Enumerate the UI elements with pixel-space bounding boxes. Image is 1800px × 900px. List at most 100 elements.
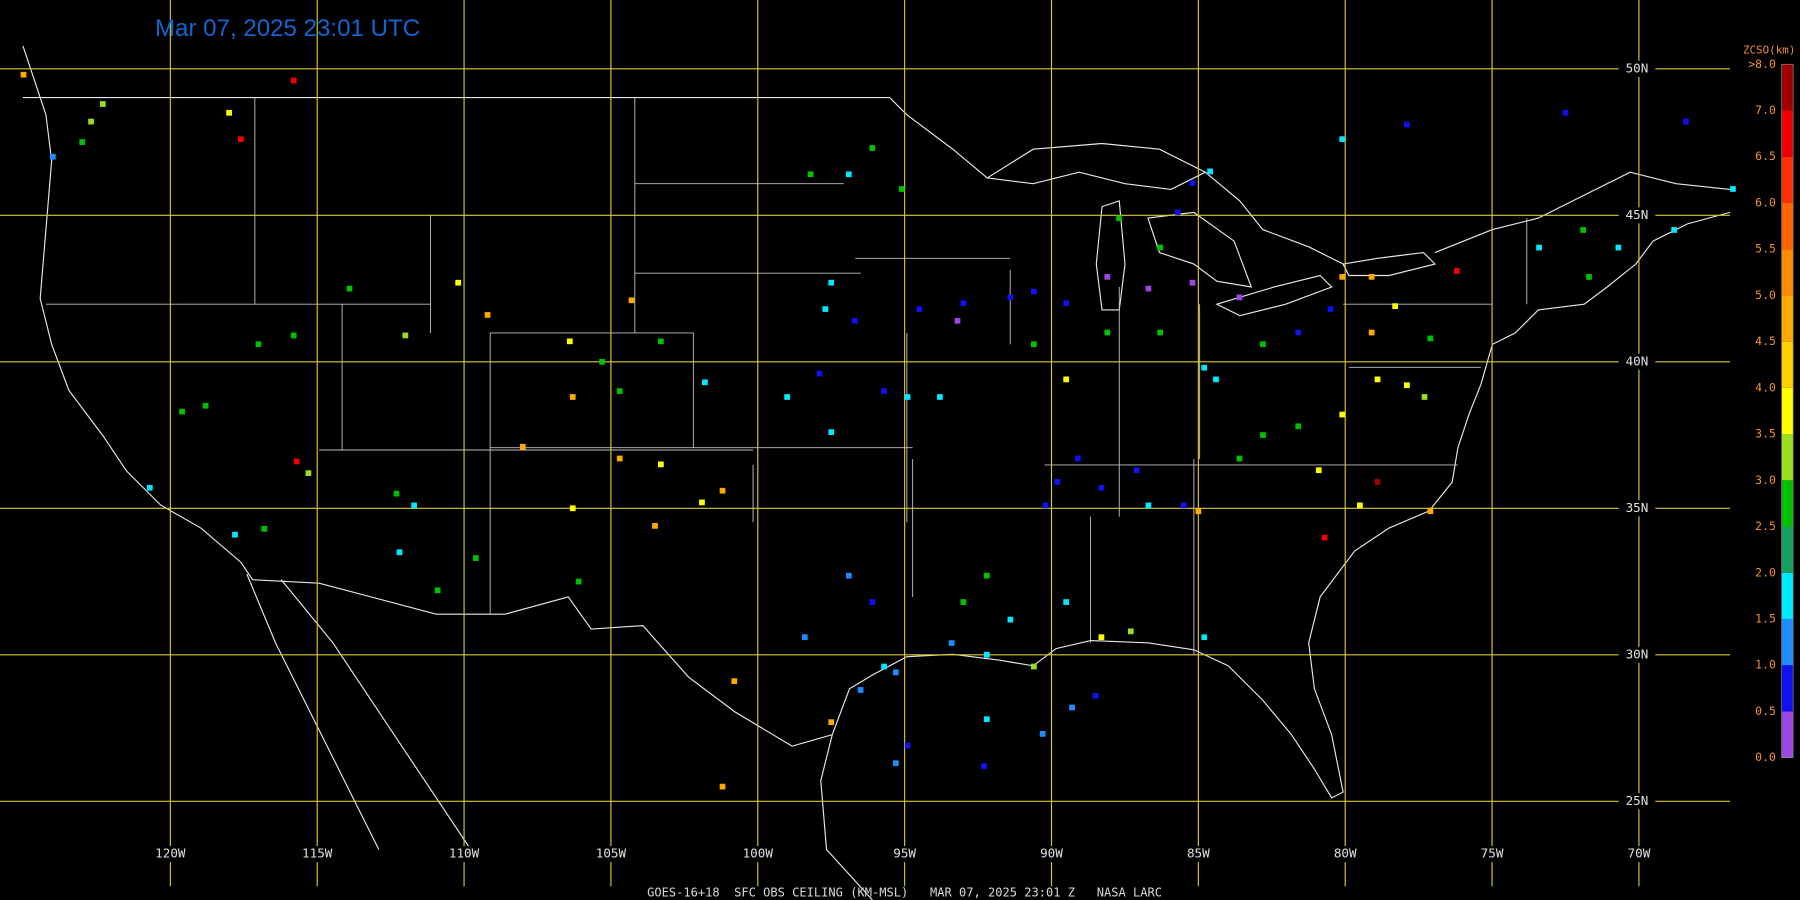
lon-label: 120W <box>155 846 186 861</box>
colorbar-segment <box>1781 572 1794 619</box>
station-obs <box>1039 731 1046 737</box>
station-obs <box>88 118 94 125</box>
station-obs <box>202 402 209 409</box>
graticule <box>0 0 1730 887</box>
station-obs <box>948 640 955 646</box>
station-obs <box>984 572 990 579</box>
station-obs <box>1063 376 1070 383</box>
station-obs <box>719 487 726 494</box>
station-obs <box>881 388 887 394</box>
station-obs <box>1427 508 1434 515</box>
label-bg <box>1618 846 1660 863</box>
station-obs <box>146 484 153 491</box>
station-obs <box>1031 341 1037 348</box>
lat-label: 35N <box>1626 500 1649 515</box>
station-obs <box>1357 502 1363 509</box>
label-bg <box>1618 500 1656 517</box>
station-obs <box>455 279 462 286</box>
station-obs <box>1189 279 1196 286</box>
station-obs <box>1063 300 1070 307</box>
label-bg <box>1030 846 1073 863</box>
station-obs <box>1031 663 1037 670</box>
station-obs <box>937 394 943 400</box>
station-obs <box>393 490 400 497</box>
lon-label: 110W <box>449 846 480 861</box>
station-obs <box>1374 376 1381 383</box>
us-coastline <box>22 45 1731 799</box>
station-obs <box>1730 186 1736 192</box>
lon-label: 95W <box>893 846 916 861</box>
station-obs <box>1145 502 1152 509</box>
colorbar-segment <box>1781 526 1794 573</box>
label-bg <box>1618 207 1656 224</box>
station-obs <box>1427 335 1434 342</box>
station-obs <box>402 332 409 339</box>
lake-superior <box>985 142 1207 191</box>
lon-label: 105W <box>596 846 627 861</box>
lon-label: 75W <box>1481 846 1504 861</box>
station-obs <box>1201 364 1208 371</box>
station-obs <box>1392 303 1399 310</box>
station-obs <box>1174 209 1181 216</box>
station-obs <box>699 499 705 506</box>
station-obs <box>1145 285 1152 292</box>
station-obs <box>1098 634 1105 641</box>
station-obs <box>1260 341 1266 348</box>
lon-label: 115W <box>302 846 333 861</box>
station-obs <box>1295 423 1302 430</box>
station-obs <box>892 669 899 676</box>
colorbar-label: 0.0 <box>1755 750 1776 764</box>
station-obs <box>1069 704 1075 711</box>
station-obs <box>784 394 791 400</box>
station-obs <box>519 443 526 450</box>
lake-huron <box>1147 211 1253 288</box>
colorbar-segment <box>1781 480 1794 527</box>
station-obs <box>290 77 297 84</box>
colorbar-segment <box>1781 387 1794 435</box>
colorbar-segment <box>1781 618 1794 666</box>
station-obs <box>1157 329 1164 336</box>
station-obs <box>954 317 961 324</box>
station-obs <box>434 587 441 594</box>
label-bg <box>1618 353 1656 370</box>
station-obs <box>79 139 86 145</box>
station-obs <box>1207 168 1213 175</box>
lake-erie <box>1215 274 1333 317</box>
station-obs <box>1339 273 1346 280</box>
station-obs <box>1236 294 1243 301</box>
station-obs <box>984 651 990 658</box>
station-obs <box>1007 616 1014 623</box>
footer: GOES-16+18 SFC OBS CEILING (KM-MSL) MAR … <box>647 886 1162 900</box>
colorbar-label: 2.5 <box>1755 519 1776 533</box>
station-obs <box>1368 273 1375 280</box>
station-obs <box>1104 273 1111 280</box>
label-bg <box>443 846 485 863</box>
station-obs <box>575 578 582 585</box>
station-obs <box>904 394 911 400</box>
station-obs <box>1104 329 1111 336</box>
station-obs <box>851 317 858 324</box>
station-obs <box>1339 411 1346 418</box>
station-obs <box>1116 215 1122 222</box>
colorbar-label: 0.5 <box>1755 704 1776 718</box>
colorbar-label: 4.5 <box>1755 334 1776 348</box>
colorbar-label: 6.5 <box>1755 149 1776 163</box>
station-obs <box>719 783 726 790</box>
station-obs <box>305 470 312 477</box>
lon-label: 85W <box>1187 846 1210 861</box>
station-obs <box>1157 244 1164 251</box>
station-obs <box>869 145 876 151</box>
colorbar-segment <box>1781 202 1794 250</box>
station-obs <box>652 523 658 529</box>
station-obs <box>1404 382 1410 389</box>
station-obs <box>1007 294 1014 301</box>
station-obs <box>807 171 814 178</box>
station-obs <box>702 379 708 386</box>
station-obs <box>1054 479 1061 485</box>
station-obs <box>1195 508 1202 515</box>
station-obs <box>472 555 479 561</box>
colorbar-segment <box>1781 711 1794 758</box>
station-obs <box>731 678 738 685</box>
station-obs <box>981 763 987 769</box>
label-bg <box>1324 846 1366 863</box>
